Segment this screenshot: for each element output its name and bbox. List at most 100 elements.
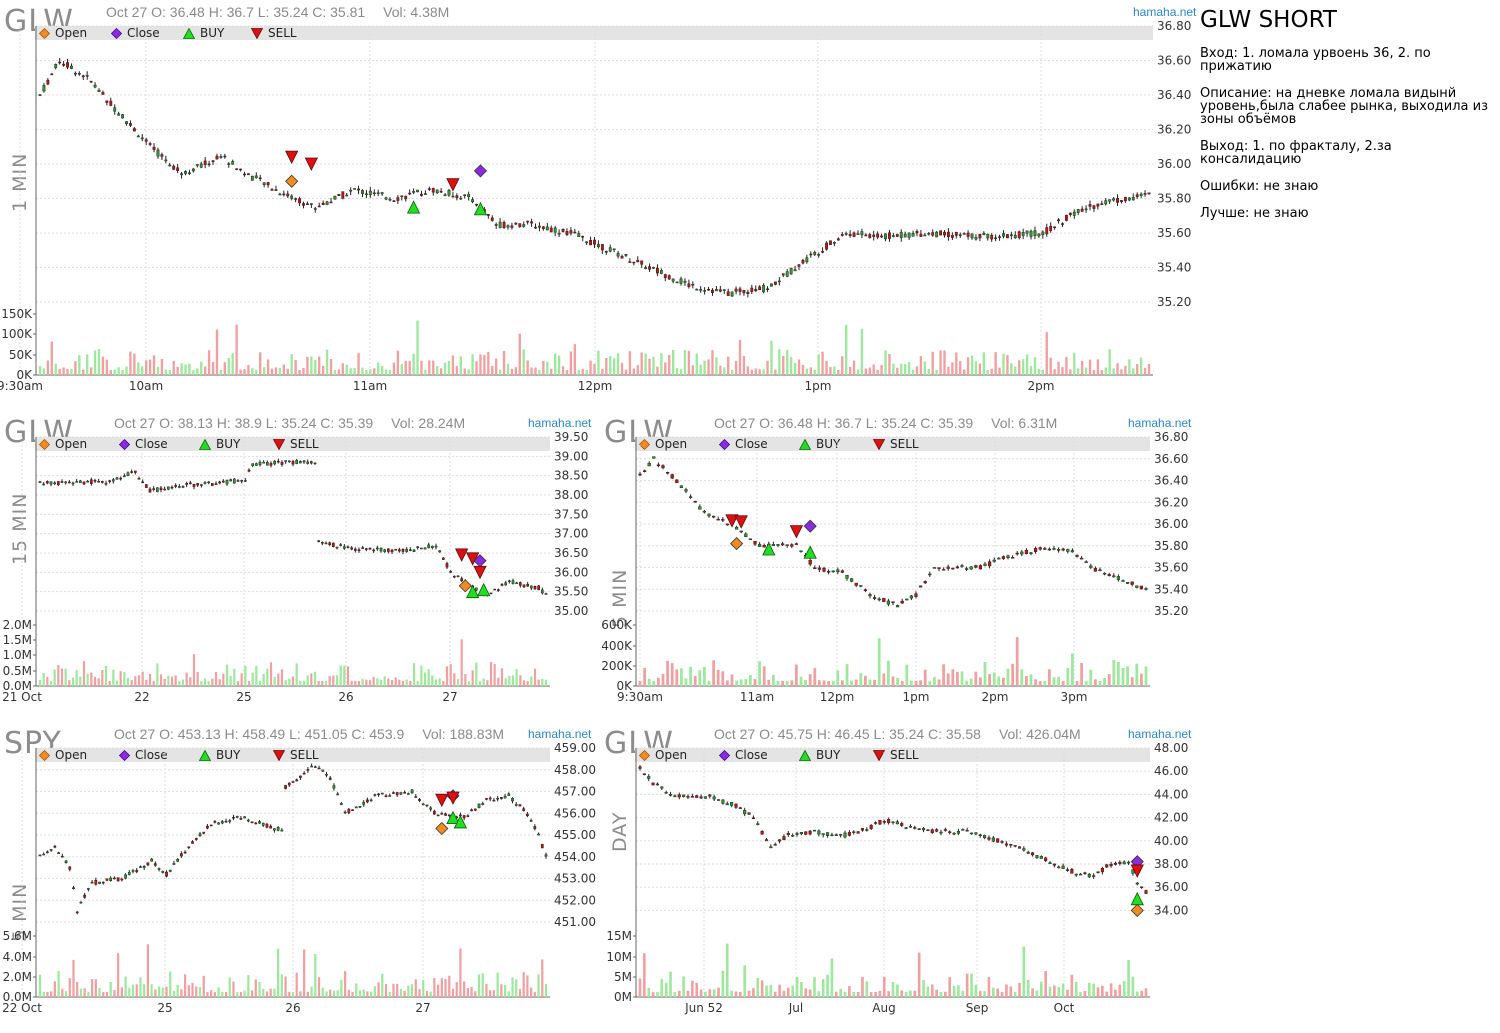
candle-body xyxy=(83,894,87,898)
candle-body xyxy=(215,155,219,160)
candle-body xyxy=(725,523,730,526)
volume-bar xyxy=(809,367,812,375)
volume-bar xyxy=(1100,370,1103,375)
candle-body xyxy=(435,189,439,194)
candle-body xyxy=(133,470,137,473)
volume-bar xyxy=(1088,359,1092,375)
volume-bar xyxy=(721,671,725,686)
candle-body xyxy=(220,821,224,824)
candle-body xyxy=(100,481,104,483)
candle-body xyxy=(346,546,350,549)
candle-body xyxy=(589,240,592,246)
volume-bar xyxy=(845,324,848,375)
volume-bar xyxy=(730,674,734,686)
candle-body xyxy=(136,135,140,138)
site-link[interactable]: hamaha.net xyxy=(1128,416,1192,430)
volume-bar xyxy=(438,678,441,686)
volume-bar xyxy=(601,368,604,375)
legend-bar: Open Close BUY SELL xyxy=(35,26,1153,40)
volume-bar xyxy=(923,361,927,375)
candle-body xyxy=(839,834,843,836)
candle-body xyxy=(954,232,958,236)
candle-body xyxy=(526,813,529,816)
candle-body xyxy=(388,795,392,797)
volume-bar xyxy=(46,360,50,375)
volume-bar xyxy=(223,362,227,375)
candle-body xyxy=(335,546,339,549)
candle-body xyxy=(67,481,71,484)
volume-bar xyxy=(821,979,825,997)
volume-bar xyxy=(569,351,573,375)
x-tick-label: 2pm xyxy=(1028,379,1055,393)
candle-body xyxy=(849,578,854,582)
candle-body xyxy=(396,197,400,201)
volume-bar xyxy=(1140,990,1143,997)
volume-bar xyxy=(609,356,612,375)
candle-body xyxy=(545,226,549,231)
volume-bar xyxy=(1026,979,1030,997)
site-link[interactable]: hamaha.net xyxy=(528,727,592,741)
legend-close: Close xyxy=(719,748,768,762)
volume-bar xyxy=(53,981,56,997)
volume-bar xyxy=(1130,677,1134,686)
volume-bar xyxy=(460,639,463,686)
volume-bar xyxy=(306,991,309,997)
volume-bar xyxy=(680,668,683,686)
volume-bar xyxy=(333,370,337,375)
volume-bar xyxy=(429,991,432,997)
legend-open: Open xyxy=(39,26,87,40)
volume-bar xyxy=(455,982,458,997)
candle-body xyxy=(395,792,399,796)
candle-body xyxy=(923,581,927,584)
candle-body xyxy=(970,233,974,239)
volume-bar xyxy=(433,978,436,997)
candle-body xyxy=(986,233,990,239)
candle-body xyxy=(75,911,79,914)
site-link[interactable]: hamaha.net xyxy=(528,416,592,430)
volume-bar xyxy=(546,361,549,375)
candle-body xyxy=(675,479,679,483)
site-link[interactable]: hamaha.net xyxy=(1128,727,1192,741)
volume-bar xyxy=(742,355,746,375)
candle-body xyxy=(503,795,507,799)
volume-bar xyxy=(129,351,132,375)
y-tick-label: 453.00 xyxy=(554,872,596,886)
volume-bar xyxy=(90,979,94,997)
volume-bar xyxy=(826,974,829,997)
candle-body xyxy=(684,489,688,492)
candle-body xyxy=(1061,548,1065,551)
candle-body xyxy=(416,546,420,549)
y-tick-label: 36.80 xyxy=(1157,19,1191,33)
y-tick-label: 39.50 xyxy=(554,430,588,444)
site-link[interactable]: hamaha.net xyxy=(1133,5,1197,19)
plot-area: 36.8036.6036.4036.2036.0035.8035.6035.40… xyxy=(0,19,1191,393)
volume-bar xyxy=(78,355,81,375)
candle-body xyxy=(612,248,616,251)
volume-bar xyxy=(388,369,392,375)
candle-body xyxy=(891,601,895,603)
candle-body xyxy=(983,563,987,566)
candle-body xyxy=(50,73,54,76)
volume-bar xyxy=(347,989,350,997)
volume-bar xyxy=(105,359,109,375)
volume-bar xyxy=(495,358,498,375)
volume-bar xyxy=(581,368,584,375)
volume-bar xyxy=(477,974,481,997)
candle-body xyxy=(196,483,200,486)
candle-body xyxy=(514,804,518,806)
candle-body xyxy=(656,464,661,467)
x-tick-label: Aug xyxy=(872,1001,895,1015)
volume-bar xyxy=(969,678,973,686)
candle-body xyxy=(1052,863,1056,866)
sell-marker xyxy=(725,514,739,528)
candle-body xyxy=(522,224,526,227)
candle-body xyxy=(364,548,368,550)
x-tick-label: 25 xyxy=(157,1001,172,1015)
volume-bar xyxy=(640,352,643,375)
candle-body xyxy=(455,195,459,198)
candle-body xyxy=(880,235,884,238)
volume-bar xyxy=(1118,984,1122,997)
candle-body xyxy=(1130,581,1134,585)
candle-body xyxy=(269,463,273,466)
volume-bar xyxy=(776,681,780,686)
